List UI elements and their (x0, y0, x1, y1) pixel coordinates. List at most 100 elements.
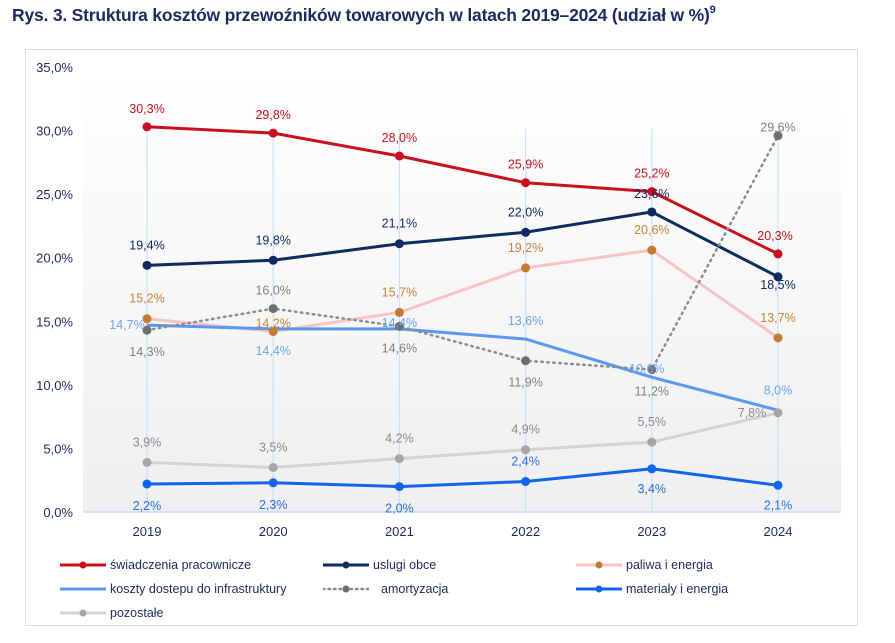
data-label: 2,4% (511, 454, 540, 468)
figure-title: Rys. 3. Struktura kosztów przewoźników t… (12, 4, 716, 26)
data-label: 3,9% (133, 435, 162, 449)
data-label: 8,0% (764, 383, 793, 397)
data-label: 19,4% (129, 238, 164, 252)
legend-swatch-materialy (576, 585, 622, 593)
series-line-3 (146, 323, 779, 412)
data-point (647, 464, 657, 474)
data-label: 15,7% (382, 285, 417, 299)
series-line-4 (145, 134, 780, 371)
chart-frame (25, 49, 858, 626)
y-tick-label: 30,0% (36, 124, 73, 139)
data-label: 20,3% (757, 229, 792, 243)
data-label: 21,1% (382, 217, 417, 231)
legend-item-materialy: materiały i energia (576, 580, 728, 598)
data-label: 11,2% (635, 385, 670, 399)
legend-swatch-pozostale (60, 609, 106, 617)
y-tick-label: 35,0% (36, 60, 73, 75)
data-label: 3,5% (259, 441, 288, 455)
data-label: 2,1% (764, 498, 793, 512)
data-label: 25,9% (508, 158, 543, 172)
x-tick-label: 2021 (385, 524, 414, 539)
legend-label: materiały i energia (626, 582, 729, 596)
data-point (773, 131, 783, 141)
data-label: 7,8% (738, 406, 767, 420)
data-point (268, 255, 278, 265)
legend-swatch-swiadczenia (60, 561, 106, 569)
data-point (268, 128, 278, 138)
data-point (773, 480, 783, 490)
data-point (268, 326, 278, 336)
y-tick-label: 15,0% (36, 314, 73, 329)
data-label: 19,8% (255, 233, 290, 247)
legend-label: świadczenia pracownicze (110, 558, 252, 572)
data-label: 4,9% (511, 423, 540, 437)
legend-swatch-amortyzacja (323, 585, 369, 593)
data-point (268, 478, 278, 488)
legend-label: koszty dostepu do infrastruktury (110, 582, 287, 596)
data-point (394, 151, 404, 161)
data-point (773, 249, 783, 259)
data-point (394, 321, 404, 331)
data-point (268, 463, 278, 472)
y-tick-label: 25,0% (36, 187, 73, 202)
data-label: 20,6% (634, 223, 669, 237)
legend-item-uslugi-obce: uslugi obce (323, 556, 436, 574)
data-point (521, 178, 531, 188)
legend-swatch-paliwa (576, 561, 622, 569)
x-tick-label: 2022 (511, 524, 540, 539)
data-label: 15,2% (129, 292, 164, 306)
data-label: 3,4% (638, 482, 667, 496)
data-point (142, 122, 152, 132)
data-label: 30,3% (129, 102, 164, 116)
data-label: 2,2% (133, 499, 162, 513)
legend-item-amortyzacja: amortyzacja (323, 580, 448, 598)
data-point (773, 408, 783, 418)
data-label: 13,6% (508, 314, 543, 328)
data-label: 16,0% (255, 284, 290, 298)
data-point (394, 307, 404, 317)
data-label: 25,2% (634, 167, 669, 181)
data-label: 14,4% (255, 344, 290, 358)
data-point (647, 437, 657, 447)
data-label: 14,7% (109, 318, 144, 332)
data-point (521, 445, 531, 455)
data-label: 5,5% (638, 415, 667, 429)
data-point (142, 260, 152, 270)
data-point (647, 245, 657, 255)
legend-label: uslugi obce (373, 558, 437, 572)
data-label: 28,0% (382, 131, 417, 145)
legend-item-swiadczenia: świadczenia pracownicze (60, 556, 251, 574)
x-tick-label: 2019 (133, 524, 162, 539)
data-point (394, 482, 404, 492)
data-label: 22,0% (508, 205, 543, 219)
data-label: 29,6% (760, 121, 795, 135)
data-point (142, 325, 152, 335)
legend-item-paliwa: paliwa i energia (576, 556, 713, 574)
legend-label: paliwa i energia (626, 558, 713, 572)
data-point (394, 454, 404, 464)
legend-label: amortyzacja (381, 582, 449, 596)
y-tick-label: 5,0% (43, 441, 73, 456)
x-tick-label: 2020 (259, 524, 288, 539)
data-label: 11,9% (508, 376, 543, 390)
y-tick-label: 10,0% (36, 378, 73, 393)
data-point (521, 476, 531, 486)
y-tick-label: 0,0% (43, 505, 73, 520)
data-point (394, 239, 404, 249)
y-tick-label: 20,0% (36, 251, 73, 266)
data-point (773, 272, 783, 282)
series-line-1 (146, 210, 779, 279)
data-point (142, 479, 152, 489)
data-label: 14,4% (382, 316, 417, 330)
data-label: 29,8% (255, 108, 290, 122)
data-point (647, 187, 657, 197)
data-label: 13,7% (760, 311, 795, 325)
series-line-6 (146, 411, 779, 469)
data-label: 19,2% (508, 241, 543, 255)
data-point (521, 263, 531, 273)
data-label: 4,2% (385, 432, 414, 446)
legend-item-pozostale: pozostałe (60, 604, 164, 622)
x-tick-label: 2023 (637, 524, 666, 539)
data-label: 10,6% (629, 362, 664, 376)
